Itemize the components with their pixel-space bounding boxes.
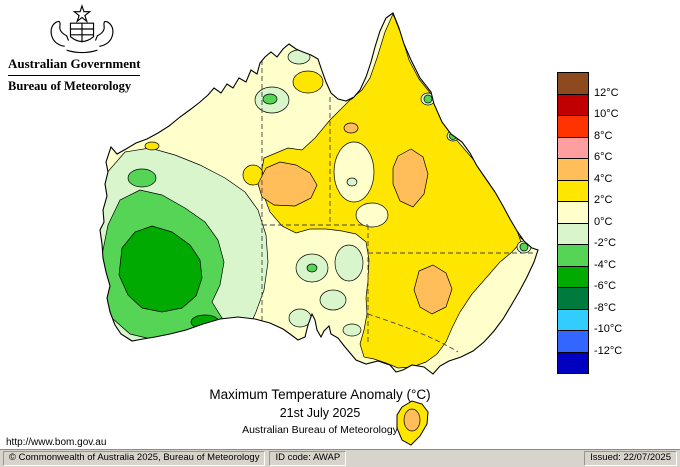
legend-swatch-4-6 bbox=[558, 159, 588, 181]
map-title: Maximum Temperature Anomaly (°C) bbox=[209, 387, 431, 402]
legend-label: 8°C bbox=[594, 129, 613, 142]
anomaly-dot-gulf-green bbox=[343, 89, 353, 99]
legend-swatch-8-10 bbox=[558, 116, 588, 138]
temperature-legend: 12°C 10°C 8°C 6°C 4°C 2°C 0°C -2°C -4°C … bbox=[557, 72, 622, 374]
legend-label: 2°C bbox=[594, 194, 613, 206]
legend-label: 0°C bbox=[594, 215, 613, 228]
anomaly-spot-sa-pale-green-5 bbox=[342, 323, 362, 337]
anomaly-region-qld-orange bbox=[392, 148, 429, 208]
status-bar: © Commonwealth of Australia 2025, Bureau… bbox=[0, 449, 680, 467]
anomaly-spot-sa-pale-green-2 bbox=[319, 289, 347, 311]
map-source: Australian Bureau of Meteorology bbox=[242, 424, 398, 436]
anomaly-spot-sa-pale-green-3 bbox=[334, 244, 364, 282]
anomaly-spot-nt-yellow bbox=[292, 70, 324, 94]
anomaly-spot-arnhem-pale-green bbox=[287, 49, 311, 65]
issued-date: Issued: 22/07/2025 bbox=[584, 451, 677, 466]
legend-label: 6°C bbox=[594, 151, 613, 163]
map-date: 21st July 2025 bbox=[279, 406, 361, 420]
legend-swatch-m2-0 bbox=[558, 223, 588, 245]
legend-swatch-m4-m2 bbox=[558, 245, 588, 267]
legend-swatch-m6-m4 bbox=[558, 266, 588, 288]
bureau-title: Bureau of Meteorology bbox=[8, 79, 132, 93]
legend-label: -6°C bbox=[594, 280, 617, 292]
government-title: Australian Government bbox=[8, 56, 141, 71]
legend-label: -10°C bbox=[594, 323, 623, 335]
legend-label: -12°C bbox=[594, 344, 623, 357]
copyright-text: © Commonwealth of Australia 2025, Bureau… bbox=[3, 451, 266, 466]
legend-swatch-m10-m8 bbox=[558, 309, 588, 331]
legend-swatch-m12-m10 bbox=[558, 331, 588, 353]
coat-of-arms-icon bbox=[50, 4, 114, 54]
legend-swatch-0-2 bbox=[558, 202, 588, 224]
anomaly-dot-nwqld-pale-green bbox=[346, 177, 358, 187]
anomaly-spot-southcoast-dark-green-2 bbox=[219, 327, 237, 339]
header-divider bbox=[8, 75, 140, 76]
bom-url: http://www.bom.gov.au bbox=[6, 437, 107, 448]
legend-label: -2°C bbox=[594, 237, 617, 249]
legend-swatch-2-4 bbox=[558, 180, 588, 202]
anomaly-dot-cairns-green bbox=[423, 94, 433, 104]
legend-labels: 12°C 10°C 8°C 6°C 4°C 2°C 0°C -2°C -4°C … bbox=[594, 83, 622, 363]
anomaly-dot-brisbane-green bbox=[519, 242, 529, 252]
anomaly-dot-byron-green bbox=[522, 233, 528, 239]
legend-swatch-ltm12 bbox=[558, 352, 588, 373]
id-code: ID code: AWAP bbox=[269, 451, 347, 466]
anomaly-dot-topend-green bbox=[262, 93, 278, 105]
mainland-coastline bbox=[99, 12, 539, 375]
legend-label: 12°C bbox=[594, 86, 619, 99]
anomaly-ring-byron bbox=[519, 231, 531, 241]
legend-swatch-m8-m6 bbox=[558, 288, 588, 310]
legend-label: 10°C bbox=[594, 108, 619, 120]
anomaly-spot-pilbara-yellow bbox=[144, 141, 160, 151]
government-header: Australian Government Bureau of Meteorol… bbox=[8, 4, 156, 94]
legend-label: 4°C bbox=[594, 172, 613, 185]
anomaly-pocket-nwqld-cream bbox=[333, 141, 375, 203]
legend-swatch-10-12 bbox=[558, 94, 588, 116]
anomaly-finger-wa-mid-green bbox=[127, 168, 157, 188]
anomaly-region-nsw-orange bbox=[413, 264, 453, 315]
legend-color-bar bbox=[557, 72, 589, 374]
anomaly-region-central-orange bbox=[257, 161, 318, 207]
tasmania-orange bbox=[403, 408, 421, 432]
anomaly-ring-gulf bbox=[340, 87, 356, 101]
anomaly-region-central-east-yellow bbox=[259, 13, 522, 369]
anomaly-pocket-channel-cream bbox=[355, 202, 389, 228]
legend-label: -4°C bbox=[594, 258, 617, 271]
anomaly-core-wa-dark-green bbox=[118, 225, 203, 313]
anomaly-spot-nwqld-orange bbox=[343, 122, 359, 134]
state-borders bbox=[261, 60, 536, 353]
legend-label: -8°C bbox=[594, 301, 617, 314]
legend-swatch-gt12 bbox=[558, 73, 588, 95]
legend-swatch-6-8 bbox=[558, 137, 588, 159]
tasmania bbox=[396, 400, 429, 446]
anomaly-dot-sa-green bbox=[306, 263, 318, 273]
